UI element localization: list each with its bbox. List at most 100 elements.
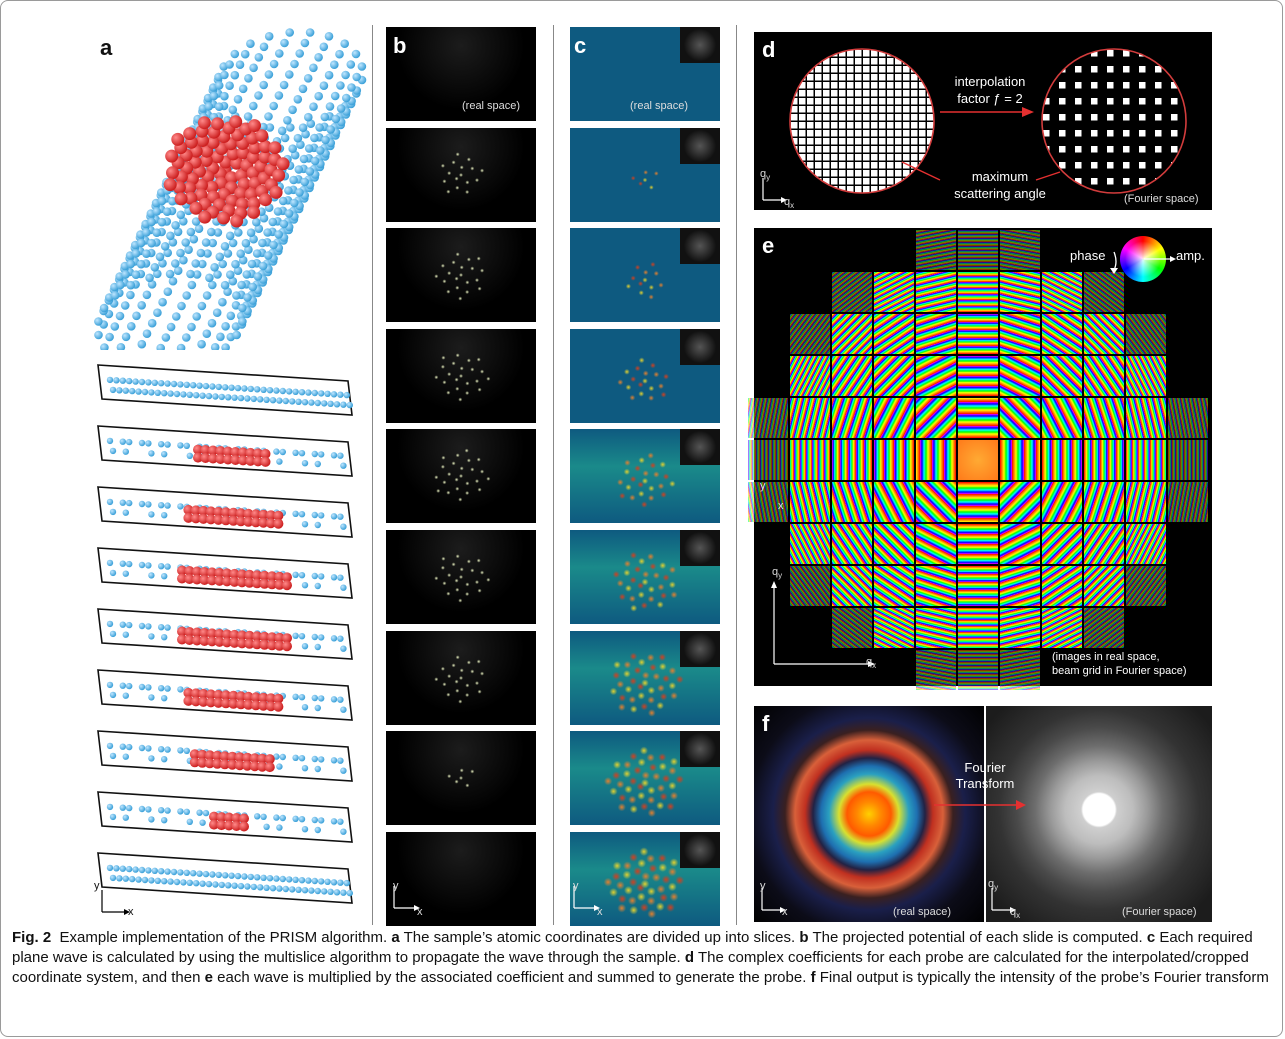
beam-tile (1126, 398, 1166, 438)
plane-wave-slice (570, 328, 720, 423)
fourier-inset (680, 27, 720, 63)
axis-f-x: x (782, 906, 788, 918)
beam-tile (1084, 272, 1124, 312)
axis-e-qx-sub: x (872, 661, 877, 671)
beam-tile (916, 398, 956, 438)
d-background (754, 32, 1212, 210)
axis-c-x: x (597, 906, 603, 918)
axis-e-qy-sub: y (778, 571, 783, 581)
caption-letter-d: d (684, 948, 695, 966)
e-note-line2: beam grid in Fourier space) (1052, 665, 1187, 677)
axes-f-real (761, 888, 786, 913)
beam-tile (958, 440, 998, 480)
potential-slice (386, 530, 536, 624)
beam-tile (790, 566, 830, 606)
beam-tile (1042, 272, 1082, 312)
beam-tile (1084, 608, 1124, 648)
beam-tile (874, 608, 914, 648)
beam-tile (958, 524, 998, 564)
beam-tile (874, 356, 914, 396)
caption-text-f: Final output is typically the intensity … (819, 968, 1269, 986)
slice-stack (97, 364, 353, 904)
beam-tile (1084, 440, 1124, 480)
potential-slice (386, 630, 536, 725)
beam-tile (1000, 230, 1040, 270)
e-note-line1: (images in real space, (1052, 651, 1160, 663)
beam-tile (1000, 566, 1040, 606)
axis-e-qx-q: q (866, 656, 873, 668)
beam-tile (916, 482, 956, 522)
panel-letter-e: e (762, 233, 775, 258)
probe-real-space (754, 706, 984, 922)
beam-tile (748, 398, 788, 438)
divider-ab (372, 25, 373, 925)
fourier-inset (680, 127, 720, 164)
caption-text-c: Each required plane wave is calculated b… (12, 929, 1253, 966)
plane-wave-slice (570, 429, 720, 524)
c-space-label: (real space) (630, 100, 689, 112)
axis-f-qy: qy (988, 878, 998, 892)
beam-tile (916, 524, 956, 564)
beam-tile (916, 650, 956, 690)
axis-f-qx-sub: x (1016, 911, 1021, 921)
axes-c (573, 886, 600, 911)
axis-e-qx: qx (866, 656, 876, 670)
ft-line1: Fourier (964, 760, 1006, 775)
axis-d-qy-sub: y (766, 173, 771, 183)
ft-label: Fourier Transform (940, 760, 1030, 792)
f-fourier-label: (Fourier space) (1122, 906, 1197, 918)
beam-tile (874, 398, 914, 438)
potential-slice (386, 328, 536, 423)
beam-tile (916, 356, 956, 396)
beam-tile (1084, 482, 1124, 522)
beam-tile (1084, 314, 1124, 354)
axes-f-fourier (991, 888, 1016, 913)
beam-tile (832, 272, 872, 312)
beam-tile (832, 608, 872, 648)
b-space-label: (real space) (462, 100, 521, 112)
axis-e-y: y (760, 480, 766, 492)
beam-tile (1000, 356, 1040, 396)
beam-tile (916, 230, 956, 270)
beam-tile (832, 440, 872, 480)
interpolation-diagram (789, 48, 1187, 194)
potential-slice (386, 127, 536, 222)
interp-line1: interpolation (954, 74, 1026, 89)
plane-wave-slice (570, 630, 720, 725)
axis-d-qy-q: q (760, 168, 767, 180)
phase-label: phase (1070, 248, 1106, 263)
beam-tile (1126, 566, 1166, 606)
axis-f-qy-q: q (988, 878, 995, 890)
divider-cd (736, 25, 737, 925)
axis-a-y: y (94, 880, 100, 892)
beam-tile (958, 356, 998, 396)
ft-line2: Transform (955, 776, 1015, 791)
beam-tile (790, 356, 830, 396)
beam-tile (958, 398, 998, 438)
beam-tile (874, 440, 914, 480)
caption-letter-e: e (204, 968, 213, 986)
beam-tile (874, 566, 914, 606)
axis-d-qy: qy (760, 168, 770, 182)
axis-d-qx-sub: x (790, 201, 795, 211)
nanotube-illustration (94, 28, 367, 350)
beam-tile (1042, 440, 1082, 480)
axis-e-qy: qy (772, 566, 782, 580)
beam-tile (790, 314, 830, 354)
potential-slice (386, 27, 536, 121)
beam-tile (958, 230, 998, 270)
f-real-label: (real space) (893, 906, 952, 918)
beam-tile (1084, 356, 1124, 396)
beam-tile (958, 566, 998, 606)
caption-text-a: The sample’s atomic coordinates are divi… (403, 929, 796, 946)
ft-arrow (934, 800, 1026, 810)
beam-tile (1168, 440, 1208, 480)
axis-f-y: y (760, 880, 766, 892)
beam-tile (1084, 398, 1124, 438)
beam-tile (958, 608, 998, 648)
beam-tile (1042, 398, 1082, 438)
beam-tile (1084, 524, 1124, 564)
beam-tile (916, 272, 956, 312)
beam-tile (1126, 314, 1166, 354)
